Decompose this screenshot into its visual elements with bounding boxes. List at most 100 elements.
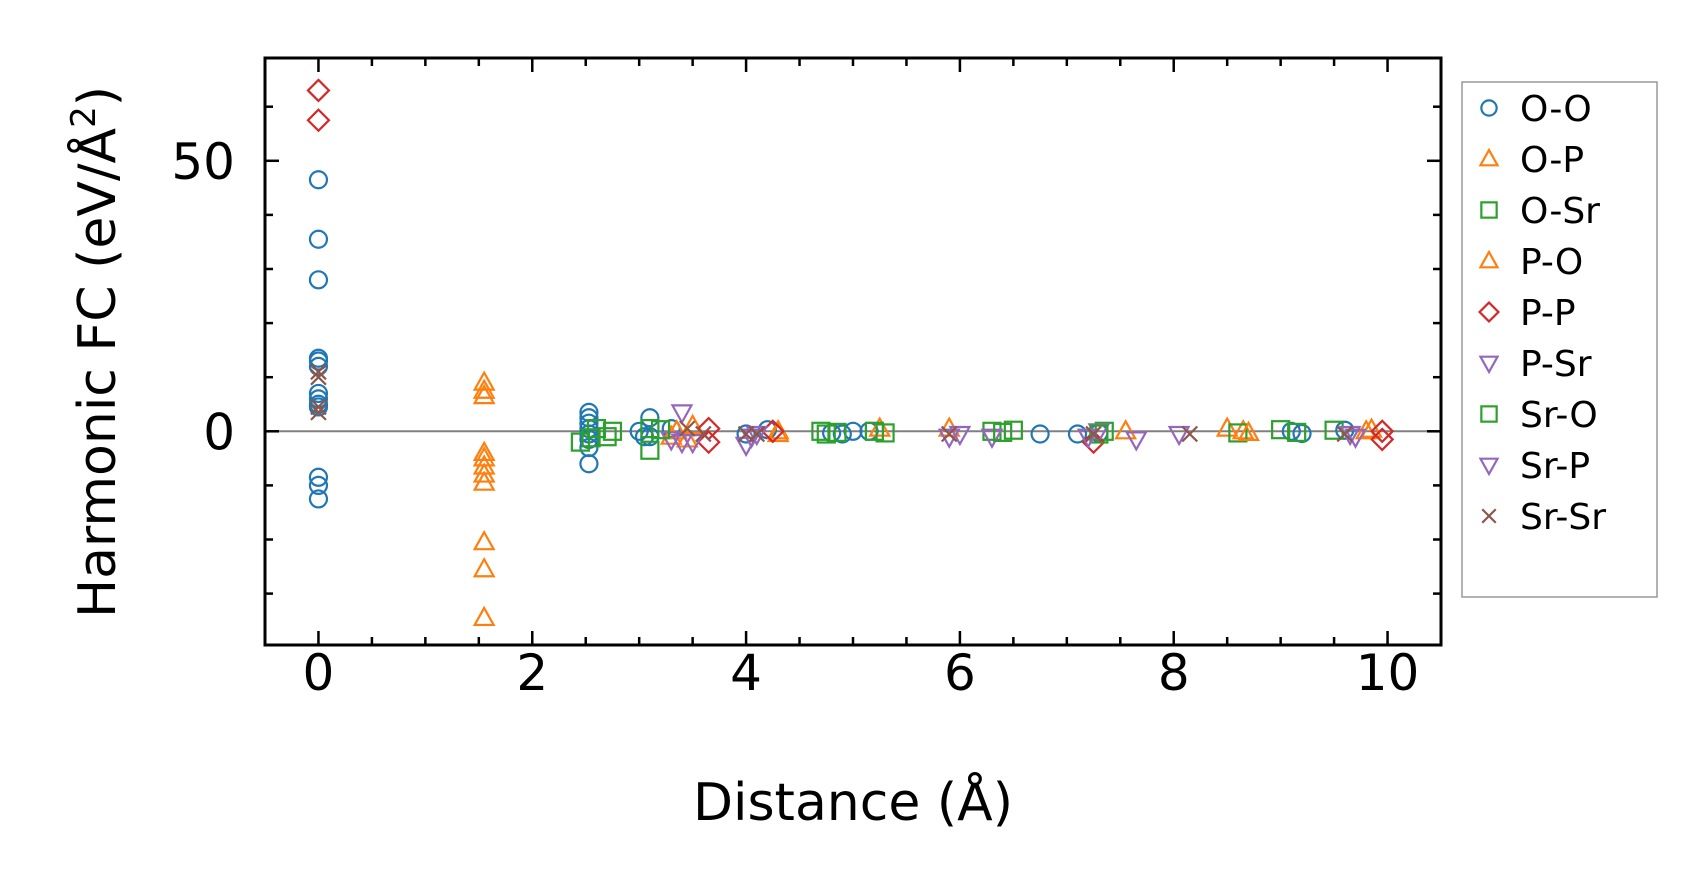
data-point [745,425,769,447]
legend-label: Sr-O [1520,395,1598,436]
legend-item: Sr-O [1480,395,1598,436]
legend-marker [1480,405,1498,423]
data-point [306,78,331,103]
data-point [597,427,617,447]
legend-marker [1478,147,1500,167]
series-o-p [472,370,1378,627]
data-point [310,404,327,421]
legend-marker [1478,355,1500,375]
data-point [472,605,496,627]
legend-label: Sr-Sr [1520,497,1606,538]
legend-label: P-Sr [1520,344,1592,385]
data-point [1030,424,1050,444]
legend-label: Sr-P [1520,446,1590,487]
data-point [1167,425,1191,447]
data-point [1237,420,1260,442]
x-tick-label: 2 [516,644,548,702]
data-point [864,421,884,441]
data-point [1215,416,1239,437]
data-point [868,416,892,437]
data-point [472,383,496,405]
legend-item: P-O [1478,242,1583,283]
legend-marker [1477,300,1501,324]
data-point [679,420,696,437]
legend-item: Sr-P [1478,446,1590,487]
data-point [1370,419,1395,444]
legend-marker [1478,457,1500,477]
data-point [1287,422,1307,442]
series-sr-sr [310,363,1354,443]
data-point [308,475,329,496]
x-tick-label: 6 [944,644,976,702]
data-point [310,398,327,416]
data-point [696,430,721,455]
series-o-sr [570,418,1344,460]
x-tick-label: 8 [1158,644,1190,702]
data-points [306,78,1395,627]
data-point [308,467,329,487]
data-point [1003,420,1023,440]
data-point [1089,424,1109,444]
legend-marker [1481,508,1497,524]
data-point [570,432,590,452]
data-point [306,108,331,133]
data-point [308,351,329,371]
legend: O-O O-P O-Sr P-O P-P P-Sr Sr-O Sr-P Sr-Sr [1461,81,1658,598]
data-point [875,423,895,443]
data-point [650,420,671,440]
data-point [980,428,1004,449]
data-point [310,368,327,386]
data-point [308,229,329,249]
data-point [1336,425,1354,443]
legend-item: P-Sr [1478,344,1592,385]
data-point [1228,423,1248,443]
series-sr-o [602,420,1307,444]
legend-marker [1478,249,1500,269]
data-point [1370,427,1395,452]
data-point [308,356,329,376]
data-point [670,404,694,425]
legend-marker [1480,99,1498,117]
x-tick-label: 0 [303,644,335,702]
data-point [472,378,496,399]
x-tick-label: 4 [730,644,762,702]
legend-label: O-O [1520,89,1592,130]
data-point [640,418,660,439]
data-point [1085,425,1102,443]
y-axis-label-superscript: 2 [64,106,104,128]
legend-item: P-P [1477,293,1576,334]
data-point [308,270,329,290]
x-axis-label: Distance (Å) [693,771,1013,833]
legend-items: O-O O-P O-Sr P-O P-P P-Sr Sr-O Sr-P Sr-Sr [1477,89,1606,538]
data-point [308,383,329,404]
data-point [1124,431,1148,452]
data-point [993,422,1013,442]
data-point [472,440,496,462]
y-axis-label-close: ) [68,86,128,106]
axis-ticks [263,58,1443,645]
x-tick-label: 10 [1356,644,1420,702]
data-point [308,489,329,509]
data-point [472,462,496,483]
legend-label: P-O [1520,242,1583,283]
y-tick-label: 0 [203,403,235,461]
data-point [640,440,660,460]
legend-item: Sr-Sr [1481,497,1606,538]
data-point [736,424,756,444]
data-point [1114,419,1137,440]
data-point [1231,419,1255,440]
tick-labels: 0 2 4 6 8 10 0 50 [171,133,1419,702]
data-point [629,421,649,441]
y-tick-label: 50 [171,133,235,191]
data-point [675,427,699,448]
data-point [472,529,496,551]
data-point [1067,424,1088,444]
data-point [602,421,623,441]
data-point [940,425,958,443]
data-point [695,425,712,443]
data-point [472,470,496,491]
y-axis-label: Harmonic FC (eV/Å2) [64,86,128,618]
data-point [816,424,836,444]
